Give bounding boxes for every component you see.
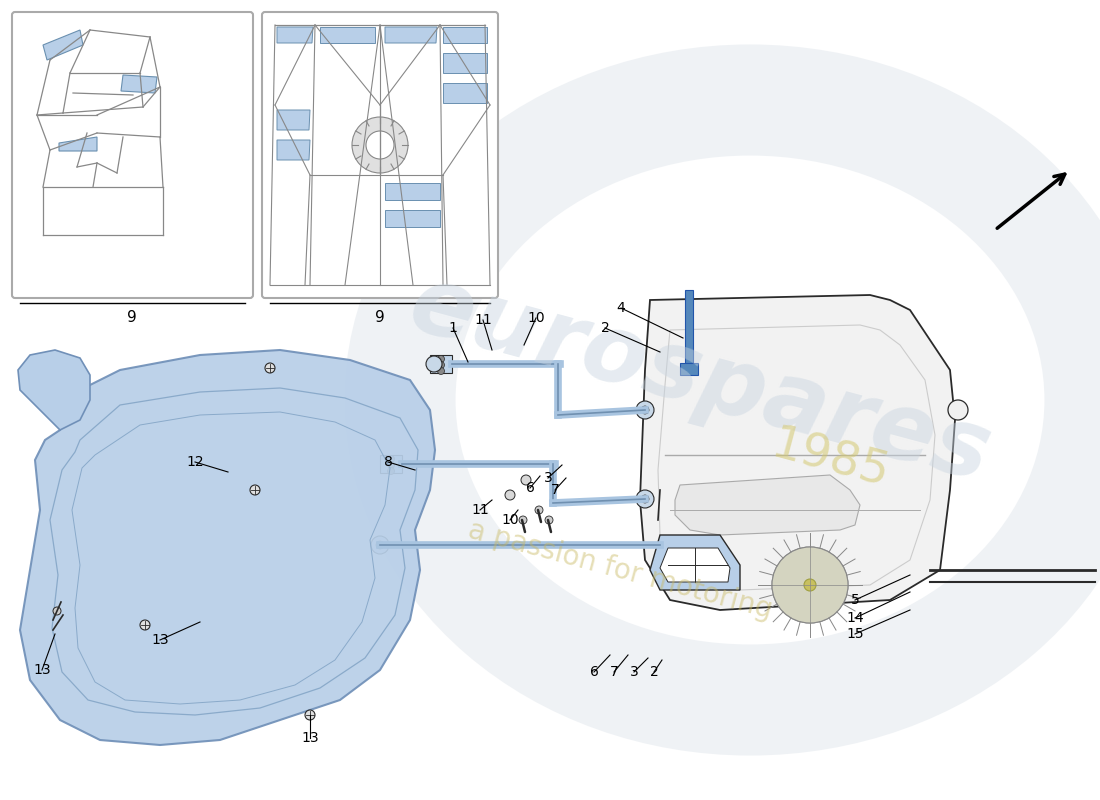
Text: 1: 1: [449, 321, 458, 335]
Circle shape: [371, 536, 389, 554]
Text: 3: 3: [629, 665, 638, 679]
Circle shape: [641, 495, 649, 503]
Circle shape: [250, 485, 260, 495]
Text: 3: 3: [543, 471, 552, 485]
Text: 13: 13: [33, 663, 51, 677]
Circle shape: [772, 547, 848, 623]
Text: 13: 13: [301, 731, 319, 745]
Circle shape: [265, 363, 275, 373]
Circle shape: [426, 356, 442, 372]
Text: 10: 10: [502, 513, 519, 527]
Circle shape: [438, 362, 444, 369]
Text: 7: 7: [609, 665, 618, 679]
Text: 8: 8: [384, 455, 393, 469]
Circle shape: [438, 355, 444, 362]
Circle shape: [636, 401, 654, 419]
Bar: [379, 455, 401, 473]
Circle shape: [387, 467, 395, 474]
Polygon shape: [320, 27, 375, 43]
Text: 12: 12: [186, 455, 204, 469]
FancyBboxPatch shape: [262, 12, 498, 298]
Polygon shape: [18, 350, 90, 430]
Circle shape: [140, 620, 150, 630]
FancyBboxPatch shape: [12, 12, 253, 298]
Circle shape: [505, 490, 515, 500]
Text: 7: 7: [551, 483, 560, 497]
Text: 2: 2: [601, 321, 609, 335]
Polygon shape: [277, 27, 313, 43]
Polygon shape: [385, 183, 440, 200]
Polygon shape: [640, 295, 955, 610]
Text: a passion for motoring: a passion for motoring: [465, 516, 776, 624]
Circle shape: [53, 607, 60, 615]
Circle shape: [804, 579, 816, 591]
Circle shape: [376, 541, 384, 549]
Text: 13: 13: [151, 633, 168, 647]
Polygon shape: [443, 27, 487, 43]
Circle shape: [521, 475, 531, 485]
Polygon shape: [650, 535, 740, 590]
Text: 1985: 1985: [766, 422, 894, 498]
Text: 10: 10: [527, 311, 544, 325]
Circle shape: [519, 516, 527, 524]
Text: 2: 2: [650, 665, 659, 679]
Circle shape: [387, 462, 395, 469]
Text: 14: 14: [846, 611, 864, 625]
Circle shape: [641, 406, 649, 414]
Text: 9: 9: [128, 310, 136, 325]
Circle shape: [352, 117, 408, 173]
Polygon shape: [20, 350, 434, 745]
Text: 4: 4: [617, 301, 626, 315]
Circle shape: [544, 516, 553, 524]
Text: eurospares: eurospares: [399, 258, 1001, 502]
Polygon shape: [121, 75, 157, 93]
Circle shape: [535, 506, 543, 514]
Circle shape: [948, 400, 968, 420]
Circle shape: [305, 710, 315, 720]
Text: 5: 5: [850, 593, 859, 607]
Polygon shape: [59, 137, 97, 151]
Polygon shape: [675, 475, 860, 535]
Polygon shape: [43, 30, 82, 60]
Bar: [430, 355, 452, 373]
Polygon shape: [385, 27, 437, 43]
Bar: [685, 290, 693, 370]
Circle shape: [636, 490, 654, 508]
Polygon shape: [443, 53, 487, 73]
Bar: [680, 363, 698, 375]
Polygon shape: [385, 210, 440, 227]
Text: 15: 15: [846, 627, 864, 641]
Text: 6: 6: [526, 481, 535, 495]
Text: 6: 6: [590, 665, 598, 679]
Polygon shape: [277, 140, 310, 160]
Text: 11: 11: [474, 313, 492, 327]
Polygon shape: [443, 83, 487, 103]
Circle shape: [438, 367, 444, 374]
Text: 11: 11: [471, 503, 488, 517]
Polygon shape: [277, 110, 310, 130]
Text: 9: 9: [375, 310, 385, 325]
Circle shape: [366, 131, 394, 159]
Circle shape: [387, 455, 395, 462]
Polygon shape: [660, 548, 730, 582]
